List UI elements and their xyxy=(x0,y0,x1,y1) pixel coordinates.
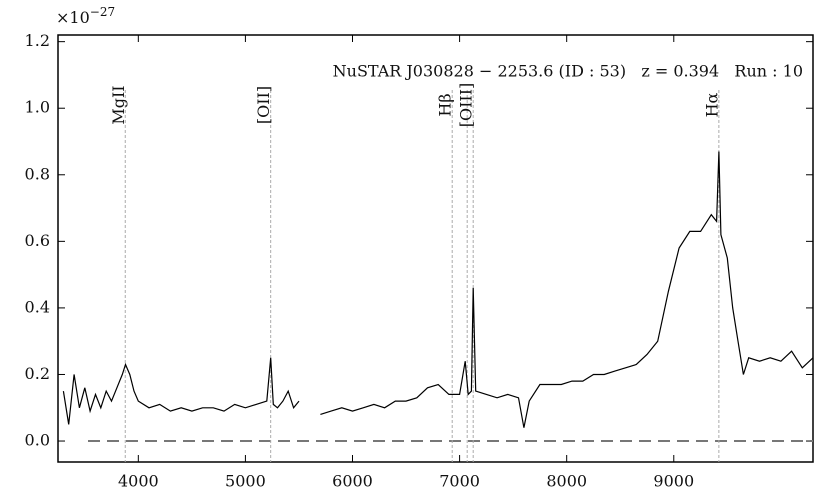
y-tick-label: 0.8 xyxy=(25,164,50,183)
emission-label: [OIII] xyxy=(457,83,476,128)
y-tick-label: 1.0 xyxy=(25,98,50,117)
y-tick-label: 1.2 xyxy=(25,31,50,50)
y-tick-label: 0.6 xyxy=(25,231,50,250)
x-tick-label: 6000 xyxy=(332,472,373,491)
offset-base: ×10 xyxy=(56,8,90,27)
annotation: NuSTAR J030828 − 2253.6 (ID : 53) z = 0.… xyxy=(333,62,803,81)
y-tick-label: 0.2 xyxy=(25,364,50,383)
emission-label: [OII] xyxy=(254,86,273,124)
spectrum-line xyxy=(62,151,814,428)
emission-label: Hβ xyxy=(436,93,455,116)
emission-label: MgII xyxy=(109,85,128,124)
offset-exponent: −27 xyxy=(90,5,115,19)
emission-label: Hα xyxy=(702,92,721,117)
x-tick-label: 5000 xyxy=(225,472,266,491)
x-tick-label: 7000 xyxy=(439,472,480,491)
x-tick-label: 4000 xyxy=(118,472,159,491)
x-tick-label: 8000 xyxy=(546,472,587,491)
plot-frame xyxy=(57,34,814,463)
y-tick-label: 0.0 xyxy=(25,431,50,450)
offset-label: ×10−27 xyxy=(56,5,115,27)
x-tick-label: 9000 xyxy=(653,472,694,491)
y-tick-label: 0.4 xyxy=(25,297,50,316)
